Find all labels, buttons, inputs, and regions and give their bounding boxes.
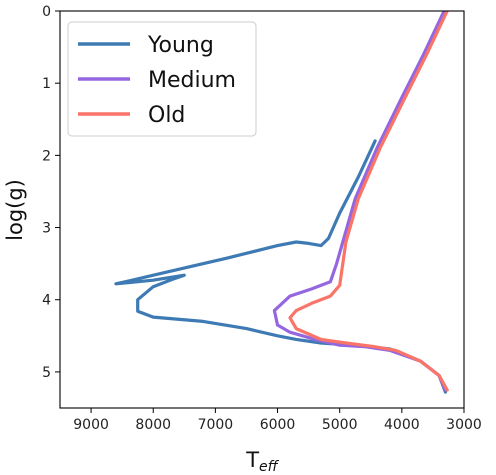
series-line-old	[288, 11, 449, 392]
x-tick-label: 5000	[322, 417, 358, 433]
y-tick-label: 0	[42, 4, 51, 20]
y-axis-label: log(g)	[3, 179, 27, 241]
x-tick-label: 4000	[384, 417, 420, 433]
legend-label-old: Old	[148, 103, 185, 128]
x-tick-label: 3000	[446, 417, 482, 433]
legend-box	[67, 21, 257, 137]
y-tick-label: 2	[42, 148, 51, 164]
x-axis: 9000 8000 7000 6000 5000 4000 3000	[73, 408, 482, 433]
plot-frame	[59, 10, 465, 409]
series-line-young	[114, 139, 447, 394]
x-tick-label: 6000	[260, 417, 296, 433]
x-tick-label: 9000	[73, 417, 109, 433]
y-tick-label: 5	[42, 365, 51, 381]
x-tick-label: 8000	[135, 417, 171, 433]
y-tick-label: 1	[42, 76, 51, 92]
y-tick-label: 4	[42, 293, 51, 309]
y-axis: 0 1 2 3 4 5	[42, 4, 60, 381]
y-tick-label: 3	[42, 221, 51, 237]
x-axis-label: Teff	[245, 448, 279, 475]
legend-label-medium: Medium	[148, 68, 236, 93]
legend-label-young: Young	[147, 33, 214, 58]
x-tick-label: 7000	[198, 417, 234, 433]
series-layer	[114, 11, 449, 394]
legend: Young Medium Old	[67, 21, 257, 137]
